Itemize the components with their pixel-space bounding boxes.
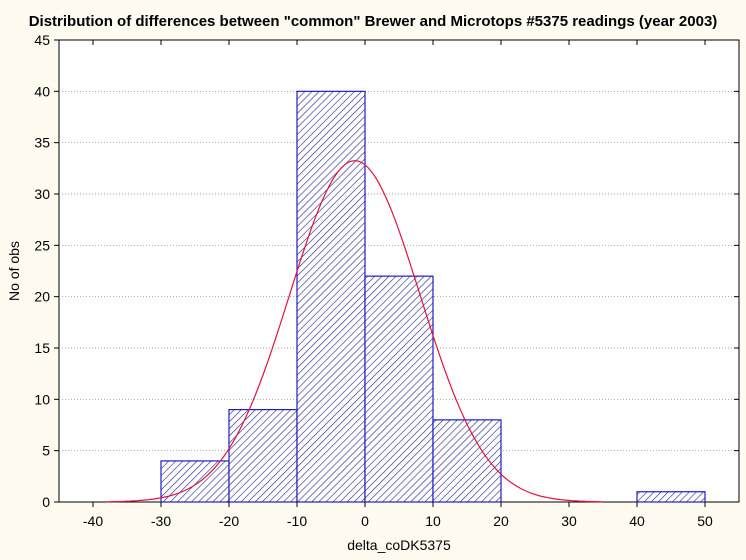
histogram-bar xyxy=(636,491,706,503)
x-tick-label: -20 xyxy=(219,513,239,529)
y-tick-label: 15 xyxy=(34,340,50,356)
chart-title: Distribution of differences between "com… xyxy=(29,13,718,30)
y-tick-label: 45 xyxy=(34,32,50,48)
x-tick-label: 20 xyxy=(493,513,509,529)
y-tick-label: 25 xyxy=(34,237,50,253)
histogram-bar xyxy=(296,90,366,503)
y-tick-label: 40 xyxy=(34,83,50,99)
x-tick-label: -40 xyxy=(83,513,103,529)
x-tick-label: -10 xyxy=(287,513,307,529)
axis-ticks: -40 -30 -20 -10 0 10 20 30 40 50 0 5 10 15 20 25 30 35 40 4… xyxy=(34,32,739,529)
normal-fit-curve xyxy=(106,160,604,503)
x-tick-label: 30 xyxy=(561,513,577,529)
x-tick-label: 50 xyxy=(697,513,713,529)
y-tick-label: 30 xyxy=(34,186,50,202)
y-tick-label: 5 xyxy=(42,443,50,459)
histogram-bars xyxy=(160,90,706,503)
y-axis-label: No of obs xyxy=(6,241,22,301)
y-tick-label: 35 xyxy=(34,135,50,151)
histogram-bar xyxy=(364,275,434,503)
y-tick-label: 10 xyxy=(34,391,50,407)
normal-curve xyxy=(106,160,604,503)
x-tick-label: 40 xyxy=(629,513,645,529)
x-tick-label: 0 xyxy=(361,513,369,529)
x-axis-label: delta_coDK5375 xyxy=(347,537,451,553)
histogram-bar xyxy=(432,419,502,503)
x-tick-label: 10 xyxy=(425,513,441,529)
x-tick-label: -30 xyxy=(151,513,171,529)
y-tick-label: 0 xyxy=(42,494,50,510)
y-tick-label: 20 xyxy=(34,289,50,305)
histogram-bar xyxy=(228,409,298,503)
